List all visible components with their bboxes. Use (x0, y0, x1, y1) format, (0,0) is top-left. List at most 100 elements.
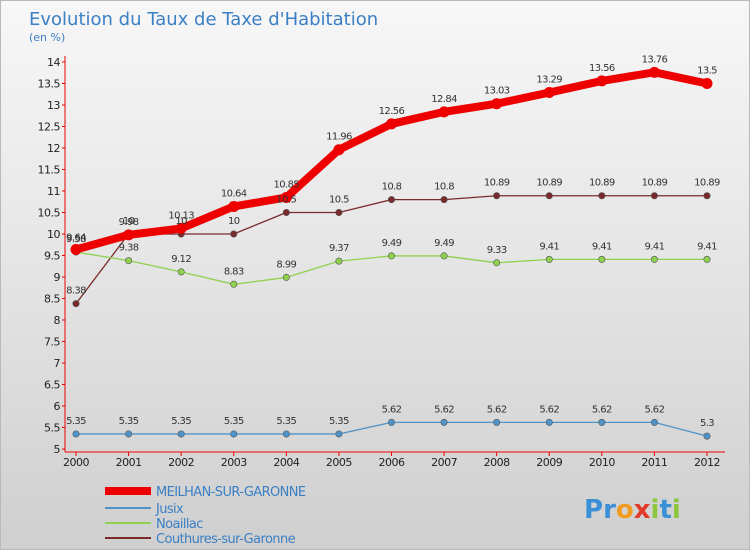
y-tick-label: 5 (54, 443, 61, 456)
logo-letter: r (603, 495, 616, 525)
data-label: 10.89 (642, 178, 668, 189)
series-point-3 (230, 230, 238, 238)
data-label: 5.35 (119, 416, 139, 427)
x-tick-label: 2005 (326, 456, 352, 469)
data-label: 11.96 (326, 132, 352, 143)
y-tick-label: 8 (54, 314, 61, 327)
data-label: 5.35 (329, 416, 349, 427)
series-point-1 (598, 418, 606, 426)
series-point-2 (493, 259, 501, 267)
logo-letter: i (672, 495, 681, 525)
data-label: 10.13 (168, 210, 194, 221)
series-point-3 (72, 300, 80, 308)
series-point-2 (125, 257, 133, 265)
x-tick-label: 2010 (589, 456, 615, 469)
series-point-3 (440, 196, 448, 204)
data-labels: 9.64 9.98 10.13 10.64 10.85 11.96 12.56 12.84 13… (66, 54, 721, 429)
x-tick-label: 2002 (168, 456, 194, 469)
data-label: 5.62 (434, 404, 454, 415)
series-point-3 (650, 192, 658, 200)
data-label: 10.64 (221, 188, 247, 199)
series-point-1 (335, 430, 343, 438)
series-layer (70, 66, 713, 440)
data-label: 9.98 (119, 217, 139, 228)
y-tick-label: 9.5 (44, 250, 60, 263)
series-point-1 (703, 432, 711, 440)
data-label: 13.56 (589, 63, 615, 74)
y-tick-label: 12 (47, 142, 60, 155)
legend-label-3: Couthures-sur-Garonne (156, 532, 296, 547)
y-tick-label: 11 (47, 185, 60, 198)
x-tick-label: 2001 (116, 456, 142, 469)
series-point-1 (493, 418, 501, 426)
data-label: 10 (175, 216, 187, 227)
series-point-0 (333, 144, 345, 156)
series-point-2 (282, 273, 290, 281)
data-label: 5.62 (592, 404, 612, 415)
series-point-0 (596, 75, 608, 87)
data-label: 9.12 (171, 254, 191, 265)
series-point-1 (282, 430, 290, 438)
x-tick-label: 2012 (694, 456, 720, 469)
legend-label-2: Noaillac (156, 517, 203, 532)
series-point-0 (123, 229, 135, 241)
y-tick-label: 7 (54, 357, 61, 370)
data-label: 5.35 (224, 416, 244, 427)
data-label: 9.41 (644, 241, 664, 252)
series-point-2 (335, 257, 343, 265)
data-label: 9.37 (329, 243, 349, 254)
data-label: 13.03 (484, 86, 510, 97)
logo-letter: t (659, 495, 671, 525)
series-point-1 (440, 418, 448, 426)
data-label: 5.62 (382, 404, 402, 415)
series-point-1 (72, 430, 80, 438)
series-point-1 (230, 430, 238, 438)
logo-letter: o (616, 495, 634, 525)
y-tick-label: 9 (54, 271, 61, 284)
series-point-2 (545, 255, 553, 263)
data-label: 8.83 (224, 266, 244, 277)
data-label: 10.8 (434, 182, 454, 193)
series-point-0 (70, 243, 82, 255)
data-label: 10.89 (589, 178, 615, 189)
series-point-2 (387, 252, 395, 260)
y-tick-label: 8.5 (44, 293, 60, 306)
y-tick-label: 13 (47, 99, 60, 112)
data-label: 5.35 (66, 416, 86, 427)
series-point-1 (177, 430, 185, 438)
data-label: 10 (228, 216, 240, 227)
chart-title: Evolution du Taux de Taxe d'Habitation (29, 9, 378, 30)
series-point-2 (598, 255, 606, 263)
data-label: 9.49 (434, 238, 454, 249)
series-point-1 (387, 418, 395, 426)
series-point-2 (703, 255, 711, 263)
data-label: 5.62 (644, 404, 664, 415)
logo-letter: P (584, 495, 603, 525)
series-point-2 (440, 252, 448, 260)
data-label: 10.89 (536, 178, 562, 189)
series-point-3 (493, 192, 501, 200)
y-tick-label: 7.5 (44, 336, 60, 349)
x-tick-label: 2007 (431, 456, 457, 469)
data-label: 9.33 (487, 245, 507, 256)
series-point-0 (175, 222, 187, 234)
data-label: 10.8 (382, 182, 402, 193)
y-tick-label: 11.5 (38, 164, 61, 177)
data-label: 5.35 (276, 416, 296, 427)
x-tick-label: 2003 (221, 456, 247, 469)
data-label: 9.64 (66, 232, 86, 243)
data-label: 10.89 (484, 178, 510, 189)
y-tick-label: 10 (47, 228, 60, 241)
data-label: 9.38 (119, 243, 139, 254)
data-label: 9.49 (382, 238, 402, 249)
data-label: 13.76 (642, 54, 668, 65)
x-tick-label: 2011 (641, 456, 667, 469)
legend: MEILHAN-SUR-GARONNE JusixNoaillacCouthure… (105, 485, 307, 547)
series-point-0 (701, 78, 713, 89)
x-tick-label: 2006 (379, 456, 405, 469)
series-point-3 (282, 209, 290, 217)
data-label: 13.29 (536, 75, 562, 86)
data-label: 13.5 (697, 66, 717, 77)
